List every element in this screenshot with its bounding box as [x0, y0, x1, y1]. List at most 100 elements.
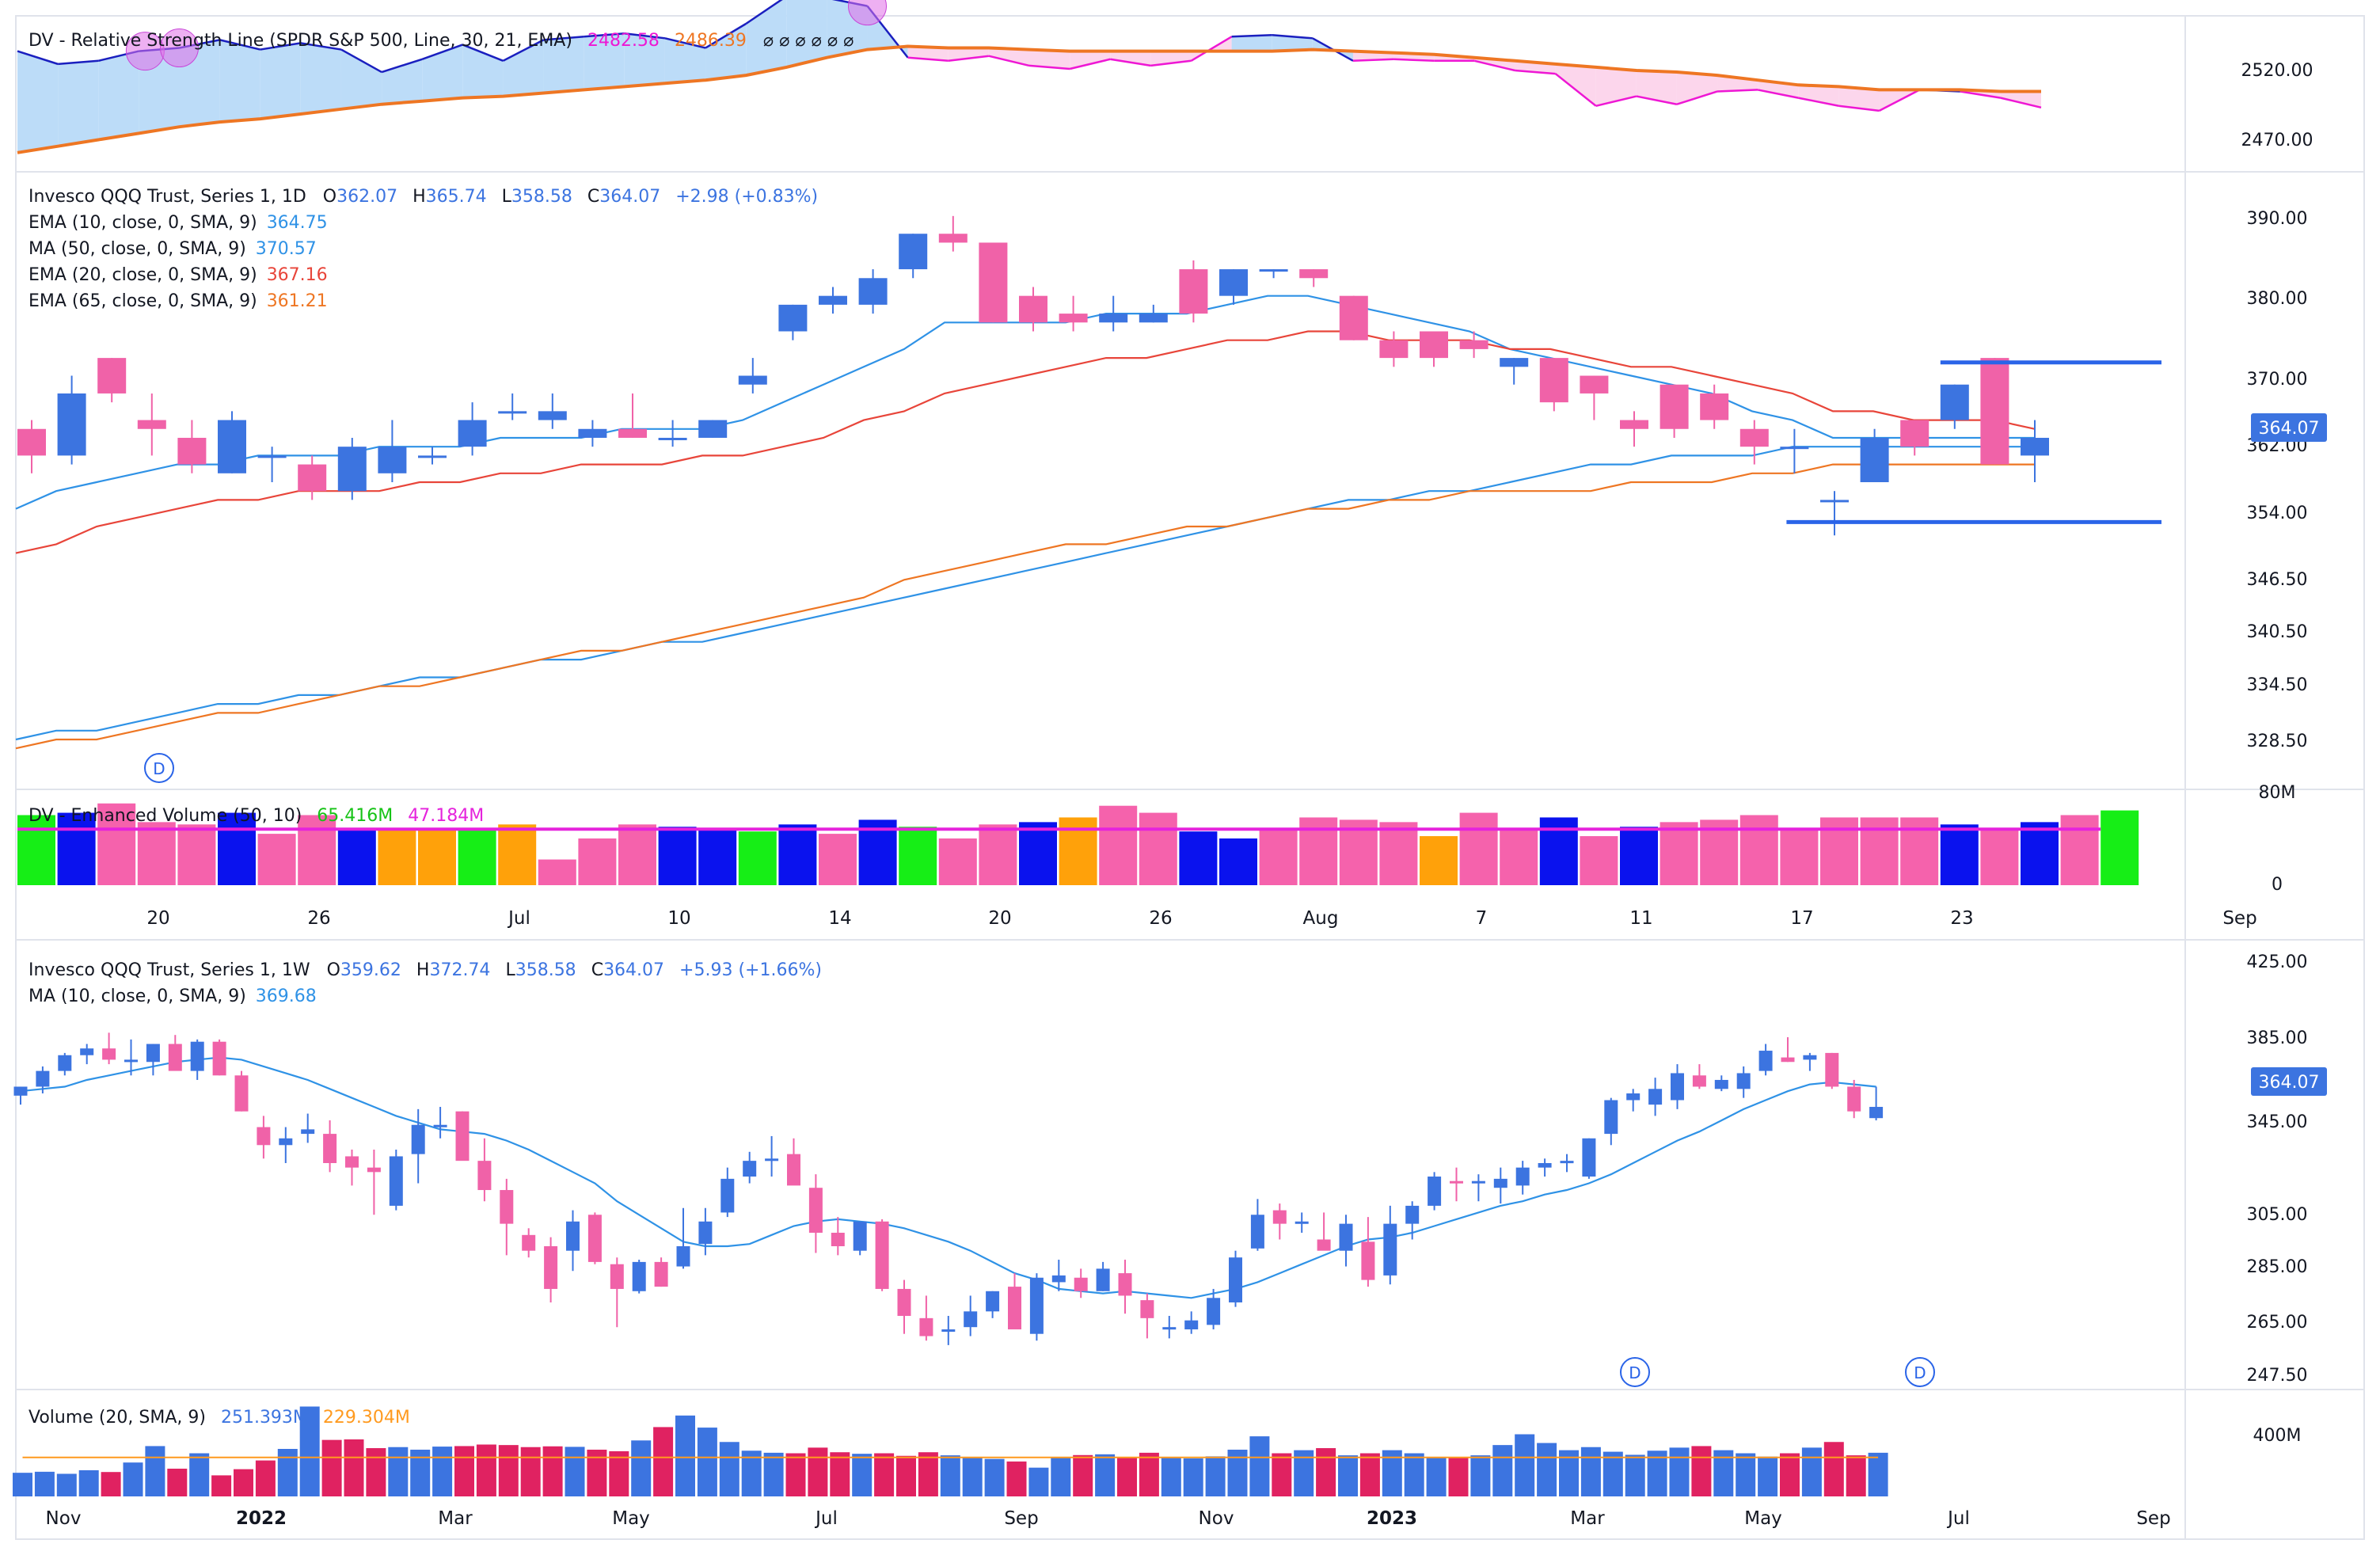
weekly-candle-body	[566, 1221, 580, 1251]
weekly-candle-body	[1781, 1057, 1795, 1063]
rs-line-segment	[1474, 59, 1515, 72]
weekly-h-label: H	[416, 960, 430, 980]
weekly-volume-bar	[1846, 1455, 1866, 1496]
rs-line-segment	[1798, 97, 1839, 108]
daily-candle-body	[97, 358, 127, 394]
rs-fill-segment	[260, 43, 301, 120]
weekly-dividend-marker-2[interactable]: D	[1905, 1357, 1935, 1387]
daily-time-label: 20	[146, 908, 169, 929]
daily-axis-label: 380.00	[2247, 289, 2308, 309]
daily-candles-plot	[15, 215, 2161, 750]
dividend-marker[interactable]: D	[144, 753, 174, 783]
weekly-candle-body	[1471, 1181, 1485, 1184]
rs-fill-segment	[1838, 86, 1880, 111]
rs-value-1: 2482.58	[587, 31, 660, 51]
rs-fill-segment	[462, 44, 504, 98]
weekly-volume-bar	[498, 1445, 519, 1496]
weekly-volume-bar	[1006, 1461, 1027, 1496]
daily-low: 358.58	[511, 187, 572, 207]
weekly-candle-body	[1118, 1273, 1132, 1296]
weekly-candle-body	[875, 1221, 889, 1289]
weekly-candle-body	[1538, 1162, 1552, 1168]
weekly-volume-plot	[13, 1406, 1888, 1496]
volume-bar	[658, 827, 697, 885]
rs-fill-segment	[1272, 35, 1313, 51]
weekly-candle-body	[389, 1156, 403, 1206]
volume-bar	[1459, 812, 1498, 885]
weekly-candle-body	[1140, 1300, 1154, 1318]
weekly-time-label: Jul	[814, 1508, 838, 1529]
svg-text:DV - Relative Strength Line (S: DV - Relative Strength Line (SPDR S&P 50…	[29, 31, 854, 51]
weekly-candle-body	[1096, 1268, 1110, 1291]
weekly-candle-body	[522, 1234, 536, 1251]
daily-candle-body	[458, 420, 487, 447]
weekly-time-label: 2022	[236, 1508, 287, 1529]
volume-bar	[137, 822, 176, 885]
volume-bar	[578, 838, 617, 885]
weekly-price-tag-text: 364.07	[2259, 1073, 2320, 1093]
volume-value-2: 47.184M	[408, 806, 484, 826]
weekly-time-axis: Nov 2022 Mar May Jul Sep Nov 2023 Mar Ma…	[46, 1508, 2171, 1529]
weekly-volume-bar	[1647, 1450, 1667, 1496]
volume-bar	[938, 838, 977, 885]
daily-time-label: 26	[1149, 908, 1172, 929]
daily-close: 364.07	[599, 187, 660, 207]
volume-bar	[57, 812, 96, 885]
weekly-volume-bar	[1028, 1467, 1049, 1496]
rs-fill-segment	[340, 49, 382, 109]
daily-candle-body	[1860, 437, 1889, 482]
rs-line-segment	[624, 32, 666, 40]
weekly-volume-bar	[1537, 1443, 1557, 1496]
daily-candle-body	[538, 411, 567, 420]
weekly-axis-label: 247.50	[2247, 1366, 2308, 1386]
rs-line-segment	[340, 48, 382, 74]
weekly-candle-body	[1008, 1287, 1021, 1330]
weekly-volume-value-2: 229.304M	[323, 1408, 410, 1428]
weekly-candle-body	[632, 1261, 646, 1291]
weekly-price-tag: 364.07	[2251, 1067, 2327, 1096]
volume-title: DV - Enhanced Volume (50, 10)	[29, 806, 302, 826]
daily-candle-body	[658, 437, 687, 440]
weekly-candle-body	[1250, 1215, 1264, 1249]
weekly-candle-body	[1405, 1205, 1420, 1224]
weekly-volume-bar	[1426, 1458, 1447, 1496]
daily-candle-body	[218, 420, 246, 473]
weekly-candle-body	[1714, 1079, 1728, 1089]
daily-candle-body	[1099, 314, 1128, 323]
weekly-volume-bar	[1470, 1455, 1491, 1496]
weekly-volume-bar	[741, 1450, 762, 1496]
daily-candle-body	[1980, 358, 2009, 465]
daily-price-axis: 390.00 380.00 370.00 362.00 354.00 346.5…	[2247, 209, 2308, 751]
weekly-candle-body	[831, 1232, 845, 1247]
rs-line-segment	[1757, 89, 1799, 99]
daily-candle-body	[137, 420, 166, 429]
weekly-volume-bar	[1580, 1447, 1601, 1496]
weekly-volume-value-1: 251.393M	[221, 1408, 308, 1428]
weekly-volume-bar	[1492, 1445, 1513, 1496]
volume-axis-label: 80M	[2259, 783, 2296, 803]
weekly-volume-bar	[454, 1446, 474, 1496]
daily-price-tag-text: 364.07	[2259, 419, 2320, 439]
weekly-time-label: Mar	[438, 1508, 473, 1529]
weekly-candle-body	[345, 1156, 359, 1168]
weekly-volume-bar	[874, 1453, 895, 1496]
daily-candle-body	[1940, 384, 1969, 420]
weekly-volume-bar	[896, 1455, 916, 1496]
rs-price-axis: 2520.00 2470.00	[2241, 61, 2313, 150]
weekly-volume-title: Volume (20, SMA, 9)	[29, 1408, 206, 1428]
weekly-dividend-marker-1[interactable]: D	[1620, 1357, 1650, 1387]
daily-candle-body	[17, 428, 46, 456]
daily-candle-body	[1620, 420, 1648, 429]
weekly-candle-body	[964, 1311, 978, 1328]
weekly-candle-body	[80, 1048, 94, 1055]
rs-line-segment	[948, 55, 990, 63]
rs-fill-segment	[382, 59, 423, 105]
weekly-volume-bar	[609, 1450, 629, 1496]
rs-line-segment	[907, 56, 949, 63]
rs-fill-segment	[543, 36, 584, 93]
weekly-volume-bar	[1272, 1453, 1292, 1496]
rs-axis-label: 2520.00	[2241, 61, 2313, 81]
weekly-volume-bar	[211, 1475, 232, 1496]
rs-ema-line	[17, 44, 2041, 154]
weekly-volume-bar	[1823, 1442, 1844, 1496]
